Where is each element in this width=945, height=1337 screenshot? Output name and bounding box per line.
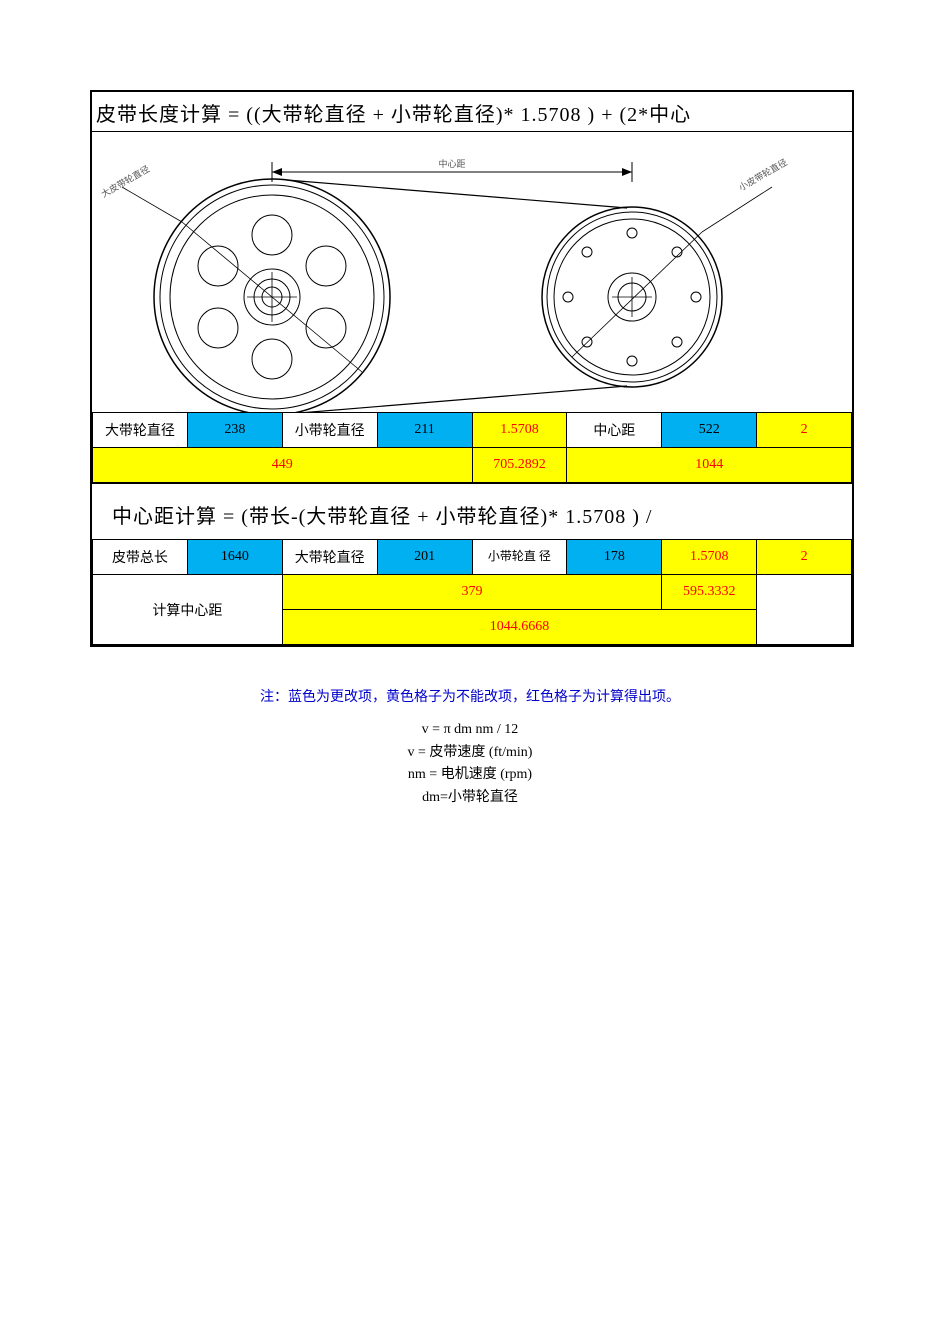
notes-block: 注：蓝色为更改项，黄色格子为不能改项，红色格子为计算得出项。 v = π dm … — [90, 687, 850, 809]
cell-sum-dia2: 379 — [282, 575, 662, 610]
cell-small-dia-label: 小带轮直径 — [282, 413, 377, 448]
cell-two2: 2 — [757, 540, 852, 575]
cell-small-dia-value[interactable]: 211 — [377, 413, 472, 448]
cell-large-dia2-label: 大带轮直径 — [282, 540, 377, 575]
small-pulley — [542, 207, 722, 387]
belt-length-formula: 皮带长度计算 = ((大带轮直径 + 小带轮直径)* 1.5708 ) + (2… — [92, 92, 852, 131]
center-distance-table: 皮带总长 1640 大带轮直径 201 小带轮直 径 178 1.5708 2 … — [92, 539, 852, 645]
calculation-panel: 皮带长度计算 = ((大带轮直径 + 小带轮直径)* 1.5708 ) + (2… — [90, 90, 854, 647]
cell-empty — [757, 575, 852, 645]
formula-dm: dm=小带轮直径 — [90, 787, 850, 809]
cell-two-center: 1044 — [567, 448, 852, 483]
cell-two: 2 — [757, 413, 852, 448]
cell-center-dist-label: 中心距 — [567, 413, 662, 448]
large-pulley — [154, 179, 390, 412]
center-dist-dim-label: 中心距 — [438, 158, 465, 169]
cell-center-dist-value[interactable]: 522 — [662, 413, 757, 448]
cell-belt-len-value[interactable]: 1640 — [187, 540, 282, 575]
cell-calc-center-label: 计算中心距 — [93, 575, 283, 645]
cell-arc-len: 705.2892 — [472, 448, 567, 483]
legend-text: 注：蓝色为更改项，黄色格子为不能改项，红色格子为计算得出项。 — [90, 687, 850, 709]
cell-belt-len-label: 皮带总长 — [93, 540, 188, 575]
small-dia-dim-label: 小皮带轮直径 — [737, 156, 789, 193]
cell-pi-half2: 1.5708 — [662, 540, 757, 575]
cell-small-dia2-value[interactable]: 178 — [567, 540, 662, 575]
cell-center-result: 1044.6668 — [282, 610, 756, 645]
center-distance-formula: 中心距计算 = (带长-(大带轮直径 + 小带轮直径)* 1.5708 ) / — [92, 483, 852, 539]
formula-v2: v = 皮带速度 (ft/min) — [90, 742, 850, 764]
cell-arc2: 595.3332 — [662, 575, 757, 610]
large-dia-dim-label: 大皮带轮直径 — [99, 163, 151, 200]
pulley-diagram: 中心距 — [92, 131, 852, 412]
belt-length-table: 大带轮直径 238 小带轮直径 211 1.5708 中心距 522 2 449… — [92, 412, 852, 483]
cell-large-dia2-value[interactable]: 201 — [377, 540, 472, 575]
cell-large-dia-value[interactable]: 238 — [187, 413, 282, 448]
formula-v1: v = π dm nm / 12 — [90, 719, 850, 741]
formula-nm: nm = 电机速度 (rpm) — [90, 764, 850, 786]
cell-sum-dia: 449 — [93, 448, 473, 483]
cell-large-dia-label: 大带轮直径 — [93, 413, 188, 448]
cell-small-dia2-label: 小带轮直 径 — [472, 540, 567, 575]
cell-pi-half: 1.5708 — [472, 413, 567, 448]
